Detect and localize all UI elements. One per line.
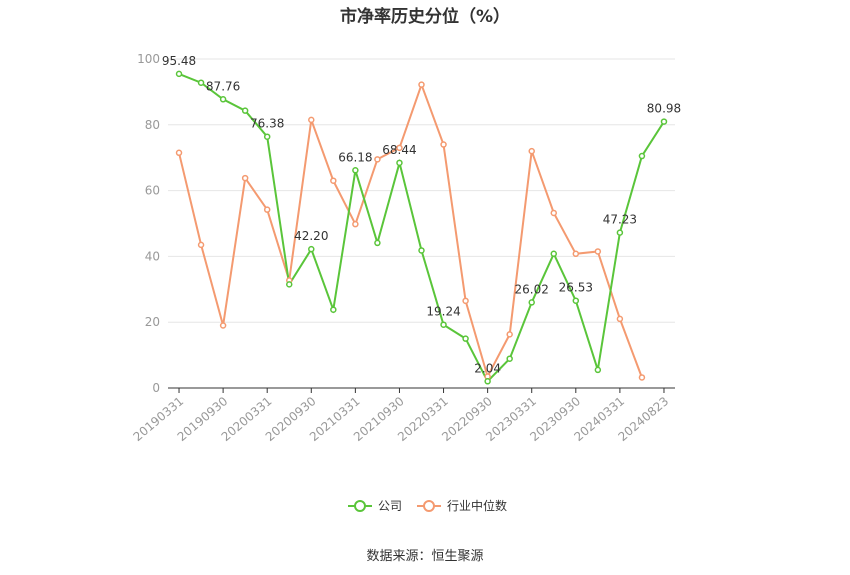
data-point[interactable]: [197, 241, 205, 249]
data-point[interactable]: [528, 299, 535, 306]
data-label: 76.38: [250, 117, 284, 131]
grid-lines: [168, 58, 675, 323]
data-point[interactable]: [484, 378, 491, 385]
data-label: 47.23: [603, 213, 637, 227]
data-point[interactable]: [594, 366, 602, 374]
data-label: 26.02: [515, 282, 549, 296]
data-point[interactable]: [418, 81, 425, 88]
data-label: 68.44: [382, 143, 416, 157]
data-point[interactable]: [418, 247, 425, 254]
data-labels: 95.48 87.76 76.38 42.20 66.18 68.44 19.24 2.04 2…: [162, 54, 681, 375]
data-point[interactable]: [462, 335, 469, 342]
data-point[interactable]: [308, 245, 315, 253]
series-line: [178, 81, 643, 380]
data-point[interactable]: [638, 374, 646, 381]
data-point[interactable]: [352, 220, 359, 228]
data-point[interactable]: [440, 321, 447, 328]
legend-label: 行业中位数: [447, 498, 507, 513]
data-point[interactable]: [219, 322, 227, 329]
legend-marker: [354, 500, 366, 512]
data-source: 数据来源：恒生聚源: [366, 549, 484, 564]
data-point[interactable]: [572, 297, 580, 304]
legend-item[interactable]: 行业中位数: [417, 498, 507, 513]
data-label: 95.48: [162, 54, 196, 68]
legend-marker: [423, 500, 435, 512]
data-point[interactable]: [374, 156, 381, 163]
data-point[interactable]: [241, 174, 249, 182]
y-tick-label: 0: [152, 381, 160, 395]
data-point[interactable]: [616, 229, 624, 236]
data-point[interactable]: [660, 118, 668, 125]
data-point[interactable]: [263, 133, 271, 140]
data-label: 2.04: [474, 361, 501, 375]
data-label: 19.24: [426, 305, 460, 319]
data-label: 80.98: [647, 102, 681, 116]
data-point[interactable]: [352, 167, 359, 174]
data-point[interactable]: [241, 107, 249, 114]
legend-label: 公司: [378, 499, 402, 513]
data-point[interactable]: [219, 96, 227, 103]
data-point[interactable]: [175, 70, 183, 78]
data-point[interactable]: [550, 250, 558, 258]
data-label: 42.20: [294, 229, 328, 243]
data-label: 87.76: [206, 79, 240, 93]
data-point[interactable]: [506, 331, 513, 338]
data-point[interactable]: [285, 281, 293, 288]
data-point[interactable]: [197, 79, 205, 86]
data-point[interactable]: [175, 149, 183, 157]
data-label: 26.53: [559, 281, 593, 295]
data-point[interactable]: [396, 144, 403, 152]
data-point[interactable]: [440, 141, 447, 148]
data-point[interactable]: [330, 306, 337, 313]
data-point[interactable]: [330, 177, 337, 184]
y-tick-label: 100: [137, 52, 160, 66]
legend-item[interactable]: 公司: [348, 499, 402, 513]
data-point[interactable]: [638, 152, 646, 160]
data-point[interactable]: [308, 116, 315, 124]
chart-title: 市净率历史分位（%）: [339, 7, 511, 27]
data-point[interactable]: [263, 206, 271, 213]
y-tick-label: 20: [145, 315, 160, 329]
x-axis: 2019033120190930202003312020093020210331…: [131, 387, 675, 444]
data-point[interactable]: [594, 248, 602, 255]
data-point[interactable]: [616, 315, 624, 323]
data-point[interactable]: [572, 250, 580, 258]
data-label: 66.18: [338, 150, 372, 164]
data-point[interactable]: [506, 355, 513, 362]
y-tick-label: 60: [145, 184, 160, 198]
data-point[interactable]: [528, 147, 535, 155]
legend[interactable]: 公司 行业中位数: [348, 498, 507, 513]
y-axis: 0 20 40 60 80 100: [137, 52, 160, 395]
y-tick-label: 40: [145, 249, 160, 263]
y-tick-label: 80: [145, 118, 160, 132]
data-point[interactable]: [550, 209, 558, 217]
data-point[interactable]: [374, 239, 381, 247]
series-points: [175, 70, 668, 385]
data-point[interactable]: [462, 297, 469, 305]
data-point[interactable]: [396, 159, 403, 167]
